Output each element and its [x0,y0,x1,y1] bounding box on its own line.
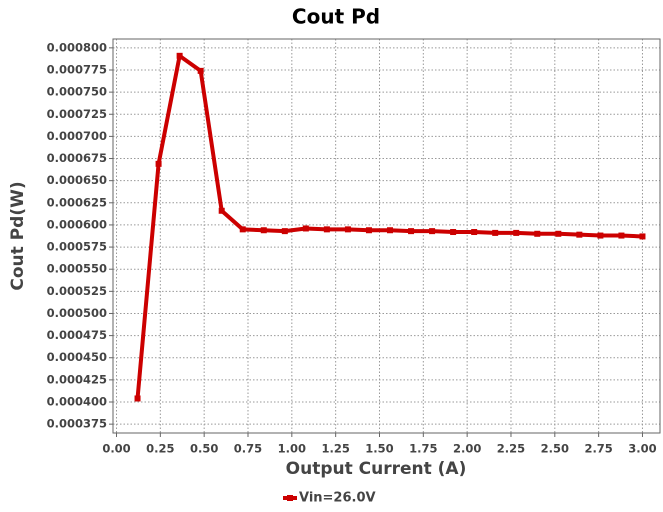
y-tick-label: 0.000800 [47,40,107,54]
point [155,160,162,167]
point [639,233,646,240]
x-tick-label: 0.50 [190,442,218,456]
x-tick-label: 0.75 [234,442,262,456]
point [218,207,225,214]
y-tick-label: 0.000600 [47,217,107,231]
point [176,52,183,59]
y-tick-label: 0.000775 [47,62,107,76]
point [471,229,478,236]
x-tick-label: 0.00 [102,442,130,456]
x-tick-label: 1.25 [321,442,349,456]
point [492,229,499,236]
y-tick-label: 0.000650 [47,173,107,187]
y-tick-label: 0.000700 [47,129,107,143]
x-tick-label: 1.75 [409,442,437,456]
plot-border [112,38,661,434]
y-tick-label: 0.000550 [47,262,107,276]
y-tick-label: 0.000475 [47,328,107,342]
y-tick-label: 0.000400 [47,395,107,409]
point [134,395,141,402]
point [450,229,457,236]
point [408,228,415,235]
point [534,230,541,237]
x-tick-label: 2.00 [453,442,481,456]
point [555,230,562,237]
y-tick-label: 0.000725 [47,107,107,121]
y-tick-label: 0.000450 [47,350,107,364]
point [429,228,436,235]
x-tick-label: 2.75 [584,442,612,456]
x-tick-label: 0.25 [146,442,174,456]
y-tick-label: 0.000375 [47,417,107,431]
y-tick-label: 0.000425 [47,372,107,386]
point [323,226,330,233]
x-axis-label: Output Current (A) [286,459,467,479]
point [302,225,309,232]
x-tick-label: 3.00 [628,442,656,456]
y-tick-label: 0.000500 [47,306,107,320]
x-tick-label: 1.50 [365,442,393,456]
y-tick-label: 0.000575 [47,240,107,254]
point [365,227,372,234]
y-axis-label: Cout Pd(W) [8,181,28,290]
y-tick-label: 0.000750 [47,85,107,99]
point [281,228,288,235]
x-tick-label: 1.00 [278,442,306,456]
y-tick-label: 0.000625 [47,195,107,209]
legend-marker [287,495,293,501]
x-tick-label: 2.25 [497,442,525,456]
point [576,231,583,238]
point [387,227,394,234]
point [597,232,604,239]
x-tick-label: 2.50 [541,442,569,456]
point [197,67,204,74]
point [239,226,246,233]
chart-title: Cout Pd [292,5,380,29]
y-tick-label: 0.000525 [47,284,107,298]
y-tick-label: 0.000675 [47,151,107,165]
point [618,232,625,239]
legend-label: Vin=26.0V [299,491,376,506]
point [260,227,267,234]
point [344,226,351,233]
point [513,229,520,236]
